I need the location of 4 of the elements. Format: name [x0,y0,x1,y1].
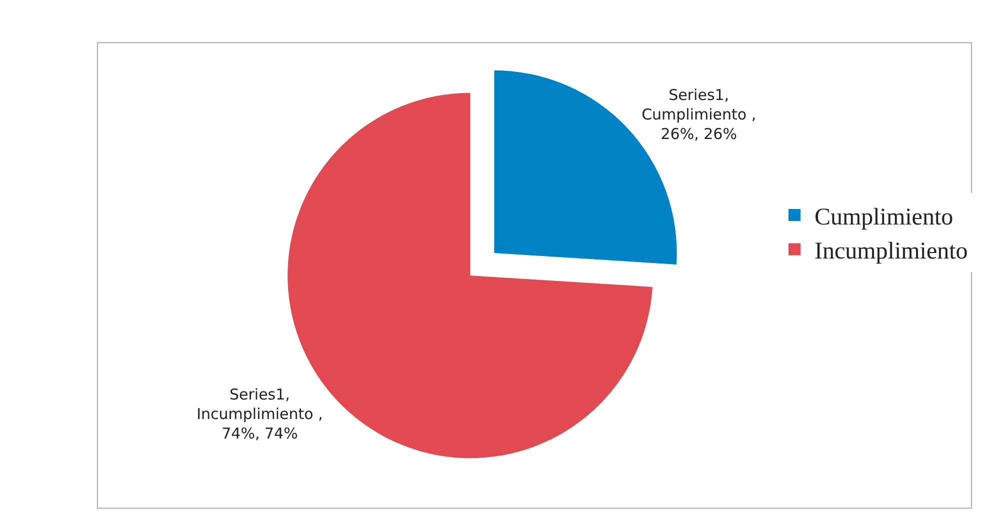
legend-label: Incumplimiento [814,238,968,265]
legend-label: Cumplimiento [814,204,954,230]
data-label: Series1, Cumplimiento , 26%, 26% [642,86,756,144]
data-label: Series1, Incumplimiento , 74%, 74% [196,385,323,442]
